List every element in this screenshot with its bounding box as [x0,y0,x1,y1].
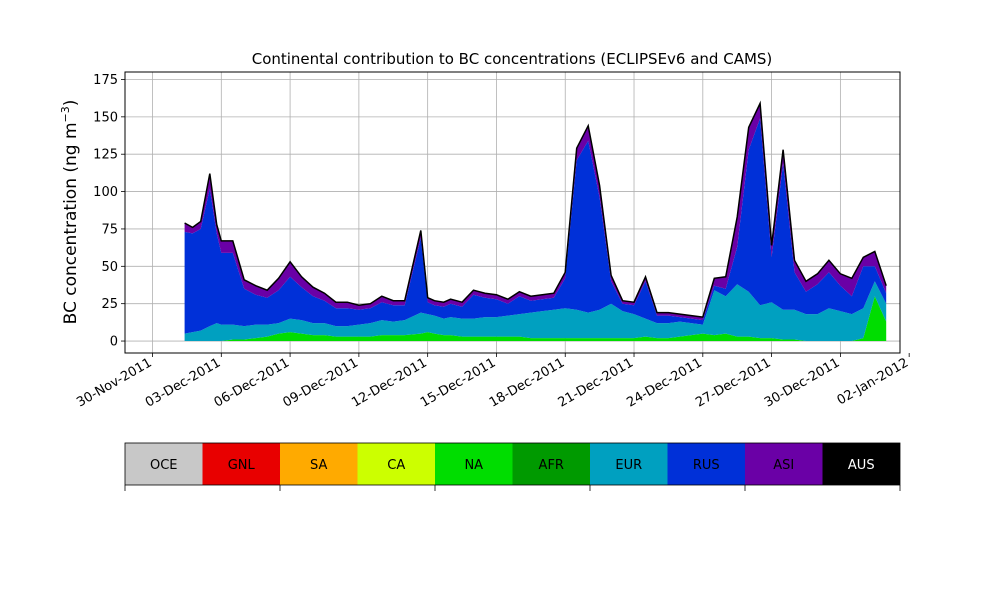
x-tick-label: 06-Dec-2011 [212,355,292,410]
legend-label-ca: CA [387,458,405,473]
x-tick-label: 30-Dec-2011 [762,355,842,410]
x-tick-label: 21-Dec-2011 [556,355,636,410]
y-axis-label: BC concentration (ng m−3) [59,100,81,325]
legend-label-eur: EUR [615,458,642,473]
y-tick-label: 100 [93,185,118,200]
y-tick-label: 125 [93,148,118,163]
legend-label-afr: AFR [539,458,564,473]
legend-label-gnl: GNL [228,458,256,473]
x-tick-label: 18-Dec-2011 [487,355,567,410]
x-tick-label: 03-Dec-2011 [143,355,223,410]
chart-title: Continental contribution to BC concentra… [252,50,773,68]
area-eur [184,281,887,341]
legend-swatch-ca [357,443,435,485]
x-tick-label: 09-Dec-2011 [280,355,360,410]
legend-swatch-eur [590,443,668,485]
legend-label-oce: OCE [150,458,178,473]
x-tick-label: 12-Dec-2011 [349,355,429,410]
areas [184,100,887,341]
legend-swatch-rus [667,443,745,485]
legend-label-aus: AUS [848,458,875,473]
legend-label-na: NA [464,458,483,473]
y-tick-label: 175 [93,73,118,88]
legend: OCE GNL SA CA NA AFR EUR RUS ASI AUS [124,442,901,491]
total-line [184,100,887,318]
x-tick-label: 02-Jan-2012 [835,355,912,408]
legend-swatch-oce [125,443,203,485]
area-rus [184,118,887,334]
y-tick-label: 150 [93,110,118,125]
legend-swatch-gnl [202,443,280,485]
y-tick-label: 50 [101,260,118,275]
x-tick-label: 27-Dec-2011 [693,355,773,410]
y-tick-label: 25 [101,297,118,312]
y-tick-label: 0 [110,335,118,350]
legend-swatch-sa [280,443,358,485]
x-tick-label: 15-Dec-2011 [418,355,498,410]
legend-swatch-afr [512,443,590,485]
legend-swatch-na [435,443,513,485]
plot-frame [124,71,901,354]
legend-label-sa: SA [310,458,327,473]
x-tick-label: 24-Dec-2011 [624,355,704,410]
legend-swatch-asi [745,443,823,485]
legend-swatch-aus [822,443,900,485]
y-tick-label: 75 [101,222,118,237]
legend-label-rus: RUS [693,458,720,473]
legend-label-asi: ASI [773,458,794,473]
legend-frame [124,442,901,486]
x-tick-label: 30-Nov-2011 [74,355,154,410]
